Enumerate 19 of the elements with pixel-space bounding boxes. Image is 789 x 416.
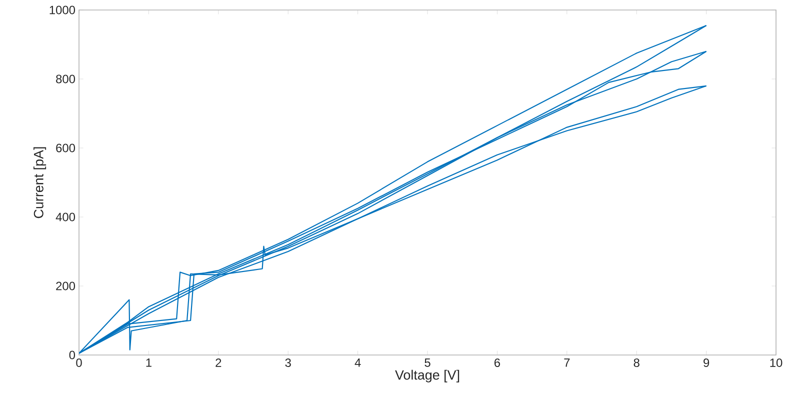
x-tick-label: 0: [76, 358, 82, 367]
x-tick-label: 1: [146, 358, 152, 367]
x-tick-label: 3: [285, 358, 291, 367]
y-tick-label: 200: [56, 282, 76, 290]
x-tick-label: 8: [634, 358, 640, 367]
x-tick-label: 5: [424, 358, 430, 367]
x-tick-label: 2: [216, 358, 222, 367]
x-tick-label: 6: [494, 358, 500, 367]
y-tick-label: 400: [56, 212, 76, 222]
y-tick-label: 800: [56, 74, 76, 84]
y-tick-label: 600: [56, 144, 76, 152]
x-tick-label: 4: [354, 358, 361, 367]
x-tick-label: 10: [770, 358, 782, 367]
y-tick-label: 0: [69, 350, 76, 360]
x-tick-label: 7: [564, 358, 570, 367]
y-axis-title: Current [pA]: [34, 147, 46, 218]
y-tick-label: 1000: [50, 6, 76, 14]
x-tick-label: 9: [704, 358, 710, 367]
x-axis-title: Voltage [V]: [395, 370, 460, 382]
